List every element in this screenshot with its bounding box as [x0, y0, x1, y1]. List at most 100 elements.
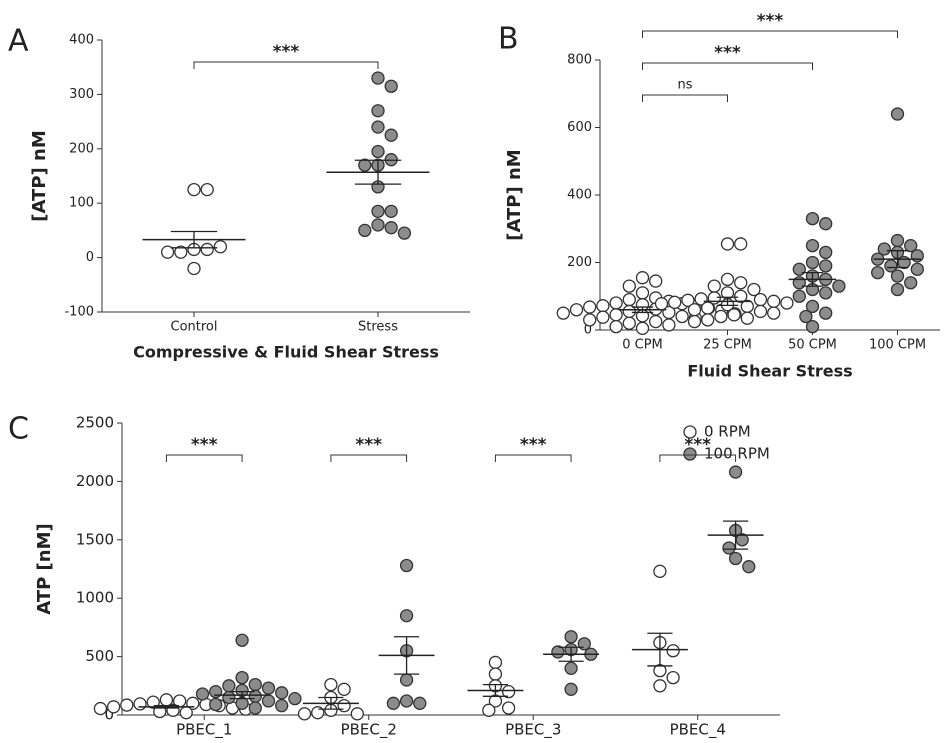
data-point	[871, 265, 885, 280]
legend-label: 100 RPM	[704, 445, 770, 463]
data-point	[753, 292, 768, 307]
x-tick-label: 100 CPM	[869, 338, 926, 353]
significance-label: ***	[355, 435, 382, 455]
data-point	[728, 465, 743, 479]
data-point	[734, 289, 748, 303]
y-tick-label: 300	[69, 87, 94, 102]
data-point	[649, 274, 663, 288]
data-point	[635, 321, 650, 335]
data-point	[877, 242, 891, 256]
x-tick-label: 0 CPM	[622, 338, 663, 353]
data-point	[701, 313, 715, 327]
data-point	[159, 693, 174, 707]
data-point	[386, 696, 401, 710]
y-tick-label: 400	[567, 188, 592, 203]
x-axis-title: Fluid Shear Stress	[687, 362, 852, 381]
x-tick-label: PBEC_1	[176, 721, 232, 740]
y-tick-label: 600	[567, 120, 592, 135]
legend-marker	[683, 447, 697, 461]
data-point	[635, 271, 650, 285]
data-point	[792, 289, 806, 303]
significance-bracket	[642, 30, 898, 38]
data-point	[910, 249, 924, 263]
data-point	[675, 309, 689, 324]
y-axis-title: ATP [nM]	[34, 523, 55, 614]
data-point	[832, 279, 846, 293]
significance-bracket	[330, 454, 408, 462]
data-point	[577, 637, 591, 651]
data-point	[622, 316, 636, 330]
y-tick-label: 1000	[76, 589, 114, 607]
data-point	[133, 697, 147, 711]
significance-label: ***	[757, 11, 784, 31]
data-point	[666, 670, 680, 685]
x-tick-label: Stress	[358, 320, 398, 335]
data-point	[714, 309, 728, 324]
data-point	[501, 684, 516, 699]
legend-marker	[683, 425, 697, 439]
y-tick-label: 2000	[76, 472, 114, 490]
data-point	[780, 296, 794, 310]
data-point	[174, 245, 188, 259]
data-point	[213, 240, 228, 254]
data-point	[399, 673, 414, 687]
data-point	[742, 560, 756, 574]
data-point	[297, 707, 312, 721]
significance-label: ***	[520, 435, 547, 455]
y-tick-label: 1500	[76, 530, 114, 548]
data-point	[622, 292, 636, 307]
data-point	[596, 310, 610, 324]
data-point	[358, 223, 372, 238]
data-point	[792, 276, 806, 290]
data-point	[358, 158, 372, 172]
data-point	[649, 314, 663, 329]
data-point	[805, 255, 820, 270]
data-point	[819, 217, 833, 231]
data-point	[654, 297, 669, 311]
data-point	[805, 211, 820, 226]
significance-label: ns	[677, 78, 692, 93]
significance-bracket	[642, 94, 728, 102]
data-point	[209, 697, 223, 712]
data-point	[384, 204, 398, 219]
data-point	[890, 107, 905, 121]
data-point	[805, 299, 820, 314]
data-point	[734, 276, 748, 290]
data-point	[564, 630, 578, 644]
data-point	[767, 294, 781, 308]
data-point	[371, 104, 385, 118]
y-axis-title: [ATP] nM	[29, 130, 50, 221]
panel-label: B	[498, 22, 519, 57]
data-point	[799, 309, 813, 324]
data-point	[890, 282, 905, 297]
data-point	[288, 691, 302, 706]
data-point	[701, 301, 715, 315]
data-point	[890, 269, 905, 283]
data-point	[371, 120, 385, 134]
panel-label: A	[8, 24, 29, 59]
data-point	[819, 306, 833, 320]
data-point	[653, 679, 667, 693]
y-tick-label: 100	[69, 196, 94, 211]
data-point	[311, 706, 325, 720]
data-point	[609, 296, 623, 310]
data-point	[222, 679, 236, 693]
data-point	[740, 311, 754, 325]
y-tick-label: 0	[584, 323, 592, 338]
data-point	[653, 564, 667, 578]
data-point	[261, 681, 276, 695]
data-point	[187, 261, 201, 276]
legend-label: 0 RPM	[704, 423, 751, 441]
data-point	[248, 701, 262, 715]
data-point	[371, 71, 385, 85]
data-point	[564, 661, 578, 675]
y-tick-label: 400	[69, 33, 94, 48]
data-point	[819, 245, 833, 260]
data-point	[337, 699, 351, 713]
data-point	[720, 237, 735, 251]
significance-label: ***	[714, 43, 741, 63]
data-point	[413, 696, 427, 710]
data-point	[890, 233, 905, 248]
y-tick-label: 200	[69, 141, 94, 156]
